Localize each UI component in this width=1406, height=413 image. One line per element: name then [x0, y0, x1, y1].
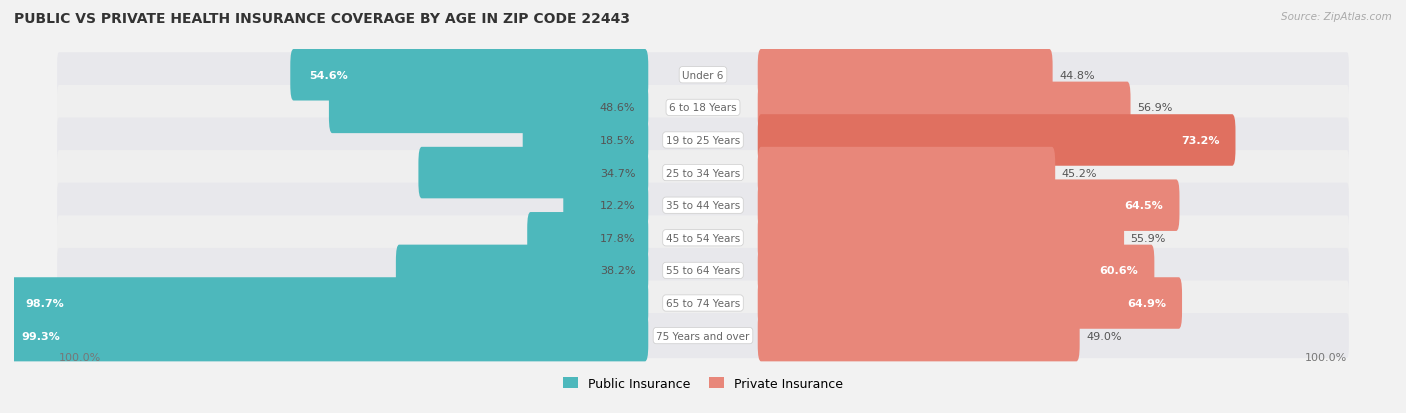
FancyBboxPatch shape: [58, 151, 1348, 196]
Text: 18.5%: 18.5%: [600, 135, 636, 146]
Text: 100.0%: 100.0%: [1305, 352, 1347, 363]
Text: 75 Years and over: 75 Years and over: [657, 331, 749, 341]
Text: 48.6%: 48.6%: [600, 103, 636, 113]
Text: 19 to 25 Years: 19 to 25 Years: [666, 135, 740, 146]
FancyBboxPatch shape: [419, 147, 648, 199]
FancyBboxPatch shape: [329, 83, 648, 134]
Text: Source: ZipAtlas.com: Source: ZipAtlas.com: [1281, 12, 1392, 22]
Text: 65 to 74 Years: 65 to 74 Years: [666, 298, 740, 308]
Text: 98.7%: 98.7%: [25, 298, 65, 308]
FancyBboxPatch shape: [758, 245, 1154, 297]
FancyBboxPatch shape: [58, 313, 1348, 358]
FancyBboxPatch shape: [3, 310, 648, 361]
FancyBboxPatch shape: [758, 180, 1180, 231]
FancyBboxPatch shape: [58, 216, 1348, 261]
FancyBboxPatch shape: [58, 53, 1348, 98]
Text: 34.7%: 34.7%: [600, 168, 636, 178]
FancyBboxPatch shape: [58, 248, 1348, 293]
FancyBboxPatch shape: [564, 180, 648, 231]
Text: 73.2%: 73.2%: [1181, 135, 1219, 146]
Text: 44.8%: 44.8%: [1059, 71, 1095, 81]
FancyBboxPatch shape: [58, 183, 1348, 228]
Text: 100.0%: 100.0%: [59, 352, 101, 363]
Text: 99.3%: 99.3%: [21, 331, 60, 341]
Text: 64.9%: 64.9%: [1128, 298, 1166, 308]
Text: 55.9%: 55.9%: [1130, 233, 1166, 243]
FancyBboxPatch shape: [758, 310, 1080, 361]
Text: Under 6: Under 6: [682, 71, 724, 81]
FancyBboxPatch shape: [758, 213, 1123, 264]
Text: 55 to 64 Years: 55 to 64 Years: [666, 266, 740, 276]
FancyBboxPatch shape: [290, 50, 648, 101]
Text: PUBLIC VS PRIVATE HEALTH INSURANCE COVERAGE BY AGE IN ZIP CODE 22443: PUBLIC VS PRIVATE HEALTH INSURANCE COVER…: [14, 12, 630, 26]
Text: 49.0%: 49.0%: [1085, 331, 1122, 341]
FancyBboxPatch shape: [7, 278, 648, 329]
FancyBboxPatch shape: [58, 85, 1348, 131]
Legend: Public Insurance, Private Insurance: Public Insurance, Private Insurance: [558, 372, 848, 395]
FancyBboxPatch shape: [758, 147, 1054, 199]
Text: 54.6%: 54.6%: [309, 71, 349, 81]
Text: 17.8%: 17.8%: [600, 233, 636, 243]
FancyBboxPatch shape: [758, 83, 1130, 134]
Text: 45 to 54 Years: 45 to 54 Years: [666, 233, 740, 243]
FancyBboxPatch shape: [758, 278, 1182, 329]
FancyBboxPatch shape: [758, 115, 1236, 166]
FancyBboxPatch shape: [396, 245, 648, 297]
FancyBboxPatch shape: [58, 118, 1348, 163]
Text: 64.5%: 64.5%: [1125, 201, 1163, 211]
FancyBboxPatch shape: [523, 115, 648, 166]
Text: 6 to 18 Years: 6 to 18 Years: [669, 103, 737, 113]
Text: 60.6%: 60.6%: [1099, 266, 1139, 276]
Text: 56.9%: 56.9%: [1137, 103, 1173, 113]
FancyBboxPatch shape: [527, 213, 648, 264]
Text: 25 to 34 Years: 25 to 34 Years: [666, 168, 740, 178]
FancyBboxPatch shape: [58, 281, 1348, 326]
Text: 45.2%: 45.2%: [1062, 168, 1097, 178]
FancyBboxPatch shape: [758, 50, 1053, 101]
Text: 35 to 44 Years: 35 to 44 Years: [666, 201, 740, 211]
Text: 12.2%: 12.2%: [600, 201, 636, 211]
Text: 38.2%: 38.2%: [600, 266, 636, 276]
